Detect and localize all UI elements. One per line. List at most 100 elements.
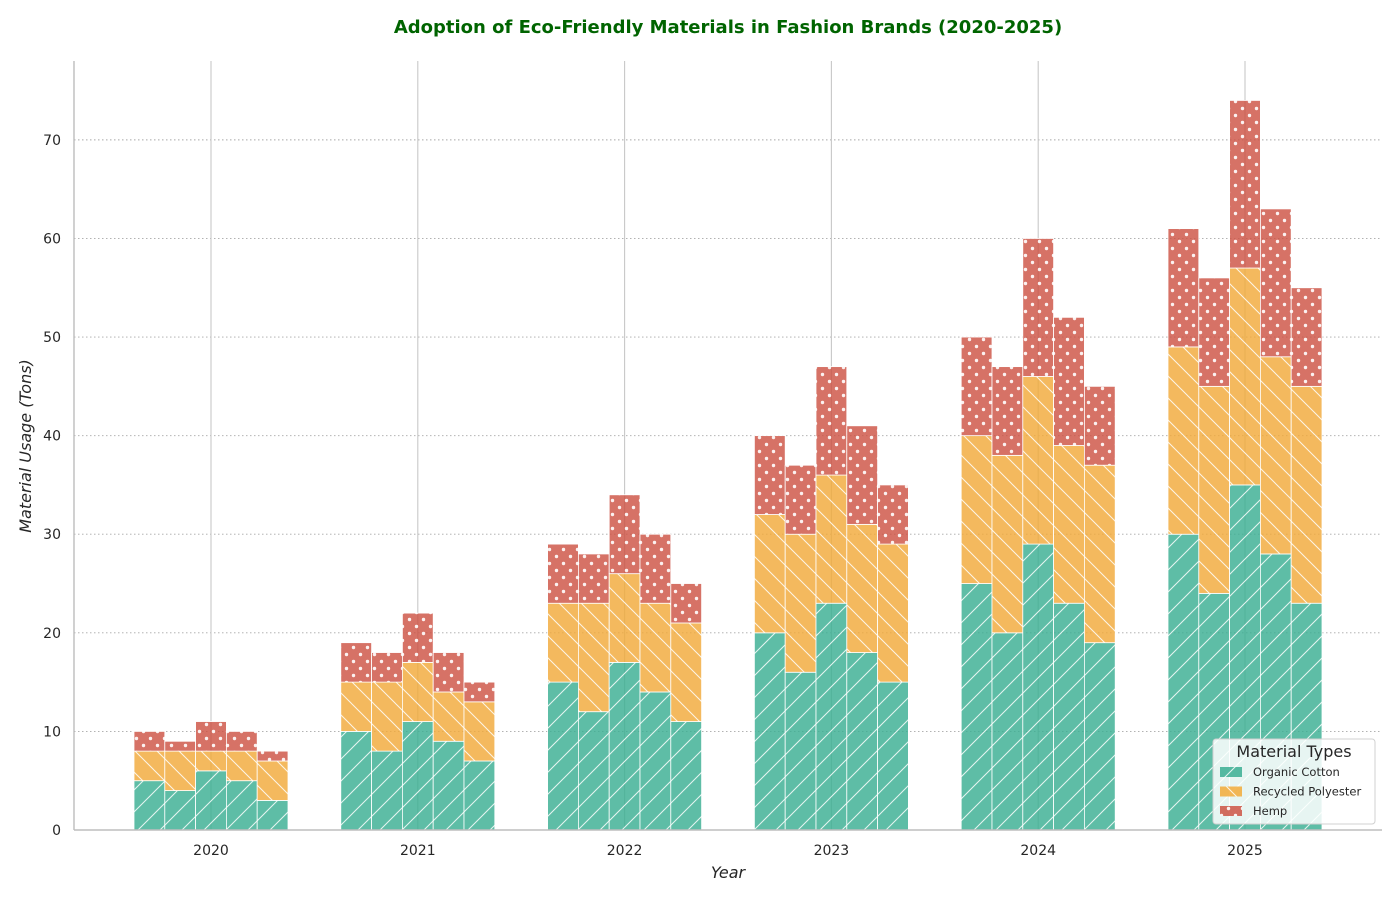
bar-hatch-hemp bbox=[961, 337, 992, 436]
y-tick-label: 30 bbox=[43, 527, 61, 543]
x-tick-labels: 2020 2021 2022 2023 2024 2025 bbox=[193, 843, 1263, 859]
legend-swatch-hatch-organic-cotton bbox=[1220, 767, 1242, 777]
chart-title: Adoption of Eco-Friendly Materials in Fa… bbox=[394, 17, 1062, 38]
bar-hatch-recycled-polyester bbox=[1229, 268, 1261, 485]
bar-hatch-recycled-polyester bbox=[1084, 465, 1116, 643]
bar-hatch-hemp bbox=[992, 366, 1023, 456]
bar-group-2021 bbox=[340, 612, 496, 831]
bar-hatch-organic-cotton bbox=[1053, 603, 1085, 830]
bar-hatch-recycled-polyester bbox=[1053, 445, 1085, 604]
bar-hatch-hemp bbox=[1022, 238, 1054, 377]
legend-title: Material Types bbox=[1236, 742, 1351, 761]
bar-hatch-recycled-polyester bbox=[754, 514, 786, 633]
bar-hatch-recycled-polyester bbox=[816, 475, 847, 604]
bar-hatch-recycled-polyester bbox=[609, 573, 640, 663]
bar-hatch-hemp bbox=[1168, 228, 1199, 347]
bar-hatch-recycled-polyester bbox=[785, 534, 816, 673]
bar-hatch-hemp bbox=[547, 544, 579, 604]
bar-hatch-hemp bbox=[195, 721, 227, 752]
x-tick-label: 2023 bbox=[814, 843, 850, 859]
bar-hatch-organic-cotton bbox=[402, 721, 434, 830]
bar-hatch-hemp bbox=[785, 465, 816, 535]
bar-group-2022 bbox=[547, 494, 702, 831]
bar-hatch-recycled-polyester bbox=[134, 751, 165, 781]
bar-hatch-recycled-polyester bbox=[402, 662, 434, 722]
bar-hatch-recycled-polyester bbox=[226, 751, 258, 781]
bar-hatch-hemp bbox=[257, 751, 288, 761]
y-tick-label: 20 bbox=[43, 626, 61, 642]
bar-group-2020 bbox=[133, 721, 289, 831]
y-tick-labels: 0 10 20 30 40 50 60 70 bbox=[43, 133, 61, 839]
y-axis-label: Material Usage (Tons) bbox=[16, 359, 35, 533]
y-tick-label: 60 bbox=[43, 231, 61, 247]
bar-hatch-recycled-polyester bbox=[578, 603, 610, 712]
bar-hatch-recycled-polyester bbox=[1260, 356, 1292, 554]
bar-hatch-organic-cotton bbox=[754, 632, 786, 830]
y-tick-label: 40 bbox=[43, 429, 61, 445]
bar-hatch-hemp bbox=[1260, 208, 1292, 357]
legend-swatch-hatch-hemp bbox=[1220, 806, 1242, 816]
bar-hatch-hemp bbox=[816, 366, 847, 476]
legend-label-hemp: Hemp bbox=[1253, 804, 1287, 818]
bar-group-2024 bbox=[960, 238, 1116, 831]
bar-hatch-organic-cotton bbox=[816, 603, 847, 830]
bar-hatch-recycled-polyester bbox=[1198, 386, 1230, 594]
bar-hatch-recycled-polyester bbox=[961, 435, 992, 584]
bar-hatch-recycled-polyester bbox=[1291, 386, 1322, 604]
bar-hatch-hemp bbox=[134, 731, 165, 752]
bar-hatch-organic-cotton bbox=[670, 721, 702, 830]
y-tick-label: 10 bbox=[43, 724, 61, 740]
bar-hatch-recycled-polyester bbox=[547, 603, 579, 683]
bar-hatch-recycled-polyester bbox=[670, 622, 702, 722]
bar-hatch-recycled-polyester bbox=[164, 751, 196, 791]
bar-hatch-recycled-polyester bbox=[433, 691, 464, 742]
bar-hatch-hemp bbox=[226, 731, 258, 752]
bar-hatch-organic-cotton bbox=[340, 731, 372, 830]
y-tick-label: 0 bbox=[52, 823, 61, 839]
bar-hatch-organic-cotton bbox=[134, 780, 165, 830]
bar-hatch-hemp bbox=[1053, 317, 1085, 446]
y-tick-label: 50 bbox=[43, 330, 61, 346]
bar-hatch-recycled-polyester bbox=[340, 682, 372, 732]
bar-hatch-organic-cotton bbox=[785, 672, 816, 830]
bar-hatch-organic-cotton bbox=[961, 583, 992, 830]
bar-hatch-hemp bbox=[1229, 100, 1261, 269]
bar-hatch-recycled-polyester bbox=[464, 701, 495, 761]
bar-hatch-organic-cotton bbox=[371, 751, 403, 830]
bar-hatch-hemp bbox=[877, 484, 909, 545]
bar-hatch-recycled-polyester bbox=[1168, 346, 1199, 535]
bar-hatch-organic-cotton bbox=[464, 760, 495, 830]
bar-hatch-organic-cotton bbox=[195, 770, 227, 830]
bar-hatch-organic-cotton bbox=[1022, 544, 1054, 830]
bar-hatch-hemp bbox=[164, 741, 196, 752]
x-tick-label: 2024 bbox=[1020, 843, 1056, 859]
bar-hatch-recycled-polyester bbox=[877, 544, 909, 683]
bar-hatch-recycled-polyester bbox=[640, 603, 671, 692]
bar-hatch-hemp bbox=[578, 553, 610, 604]
axes bbox=[73, 61, 1382, 831]
x-tick-label: 2022 bbox=[607, 843, 643, 859]
x-tick-label: 2020 bbox=[193, 843, 229, 859]
legend-swatch-hatch-recycled-polyester bbox=[1220, 786, 1242, 797]
bar-hatch-hemp bbox=[846, 425, 878, 525]
x-tick-label: 2021 bbox=[400, 843, 436, 859]
bar-hatch-organic-cotton bbox=[1084, 642, 1116, 830]
bar-hatch-hemp bbox=[670, 583, 702, 623]
bar-hatch-hemp bbox=[340, 642, 372, 683]
bar-hatch-organic-cotton bbox=[640, 691, 671, 830]
bar-hatch-organic-cotton bbox=[609, 662, 640, 830]
bar-hatch-organic-cotton bbox=[846, 652, 878, 830]
legend: Material Types Organic Cotton Recycled Po… bbox=[1212, 738, 1376, 825]
bar-hatch-organic-cotton bbox=[992, 632, 1023, 830]
x-axis-label: Year bbox=[711, 863, 747, 882]
bar-hatch-organic-cotton bbox=[877, 682, 909, 830]
bar-hatch-organic-cotton bbox=[547, 682, 579, 830]
legend-box bbox=[1212, 738, 1376, 825]
bar-hatch-organic-cotton bbox=[433, 741, 464, 830]
bar-hatch-hemp bbox=[1198, 277, 1230, 387]
bar-groups bbox=[133, 100, 1323, 831]
bar-hatch-hemp bbox=[754, 435, 786, 515]
y-tick-label: 70 bbox=[43, 133, 61, 149]
bar-hatch-hemp bbox=[1084, 386, 1116, 466]
